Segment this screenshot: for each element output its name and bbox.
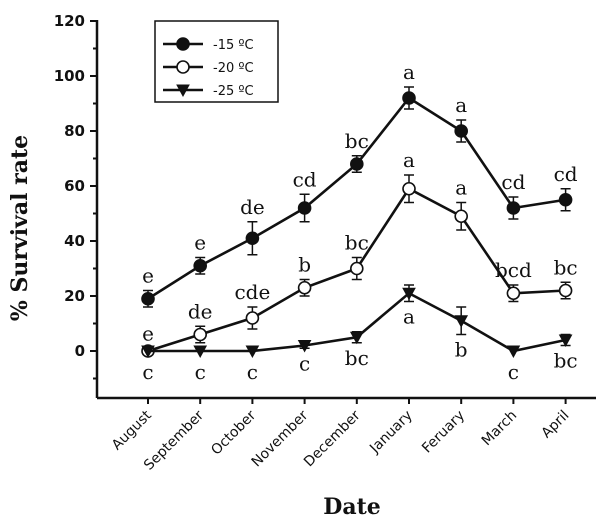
data-point [454, 209, 469, 224]
significance-label: bc [554, 349, 578, 373]
significance-label: e [142, 321, 154, 345]
data-point [349, 157, 364, 171]
significance-label: cd [293, 167, 317, 191]
x-tick-label: Feruary [419, 408, 468, 457]
data-point [402, 287, 416, 301]
data-point [193, 345, 208, 359]
data-point [558, 283, 573, 298]
y-tick-label: 40 [64, 232, 85, 250]
significance-label: c [142, 360, 153, 384]
legend-label: -20 ºC [213, 61, 254, 76]
data-point [141, 345, 155, 359]
significance-label: cd [501, 170, 525, 194]
significance-label: a [403, 305, 415, 329]
data-point [558, 192, 573, 207]
significance-label: cd [554, 162, 578, 186]
legend-items: -15 ºC -20 ºC -25 ºC [163, 37, 254, 99]
significance-label: c [195, 360, 206, 384]
data-point [349, 331, 364, 345]
significance-label: b [455, 338, 468, 362]
significance-label: c [247, 360, 258, 384]
series-3 [141, 284, 573, 359]
series-2 [141, 174, 573, 358]
significance-label: bc [554, 255, 578, 279]
y-tick-label: 120 [54, 12, 85, 30]
y-tick-label: 80 [64, 122, 85, 140]
data-point [297, 280, 312, 295]
legend-entry: -15 ºC [163, 37, 254, 53]
legend: -15 ºC -20 ºC -25 ºC [154, 20, 279, 103]
y-tick-label: 60 [64, 177, 85, 195]
data-point [506, 201, 521, 215]
significance-label: a [403, 148, 415, 172]
y-tick-label: 100 [54, 67, 85, 85]
data-point [193, 327, 207, 342]
legend-box [154, 20, 279, 103]
legend-label: -15 ºC [213, 38, 254, 53]
x-axis-title: Date [323, 494, 381, 520]
data-point [558, 334, 573, 348]
x-tick-label: December [301, 407, 364, 470]
data-point [141, 291, 155, 306]
x-tick-label: January [366, 408, 416, 458]
data-point [506, 286, 521, 301]
significance-label: e [194, 231, 206, 255]
data-point [245, 231, 260, 246]
legend-marker [176, 84, 190, 98]
y-tick-label: 20 [64, 287, 85, 305]
x-tick-label: April [538, 408, 572, 442]
series-1 [141, 86, 573, 308]
data-point [402, 91, 416, 105]
x-tick-label: March [479, 408, 520, 449]
data-point [297, 201, 312, 215]
y-axis-title: % Survival rate [7, 135, 33, 321]
data-series [141, 86, 573, 359]
x-tick-label: August [109, 407, 155, 453]
significance-label: a [455, 176, 467, 200]
significance-label: bcd [495, 258, 532, 282]
legend-marker [176, 60, 190, 74]
data-point [402, 181, 416, 196]
legend-marker [176, 37, 190, 51]
x-tick-label: October [208, 407, 259, 458]
significance-label: de [188, 299, 213, 323]
data-point [506, 345, 521, 359]
y-tick-label: 0 [75, 342, 85, 360]
significance-label: e [142, 264, 154, 288]
data-point [454, 124, 469, 138]
legend-label: -25 ºC [213, 84, 254, 99]
significance-label: bc [345, 231, 369, 255]
data-point [349, 261, 364, 276]
legend-entry: -20 ºC [163, 60, 254, 76]
data-point [245, 311, 260, 325]
significance-label: de [240, 195, 265, 219]
significance-label: a [403, 60, 415, 84]
significance-label: c [299, 351, 310, 375]
data-point [193, 258, 207, 273]
data-point [297, 340, 312, 353]
significance-label: bc [345, 129, 369, 153]
significance-label: a [455, 93, 467, 117]
significance-label: c [508, 360, 519, 384]
legend-entry: -25 ºC [163, 84, 254, 99]
data-point [245, 345, 260, 359]
significance-label: bc [345, 346, 369, 370]
data-point [454, 315, 469, 328]
significance-label: cde [234, 280, 270, 304]
significance-label: b [298, 253, 311, 277]
